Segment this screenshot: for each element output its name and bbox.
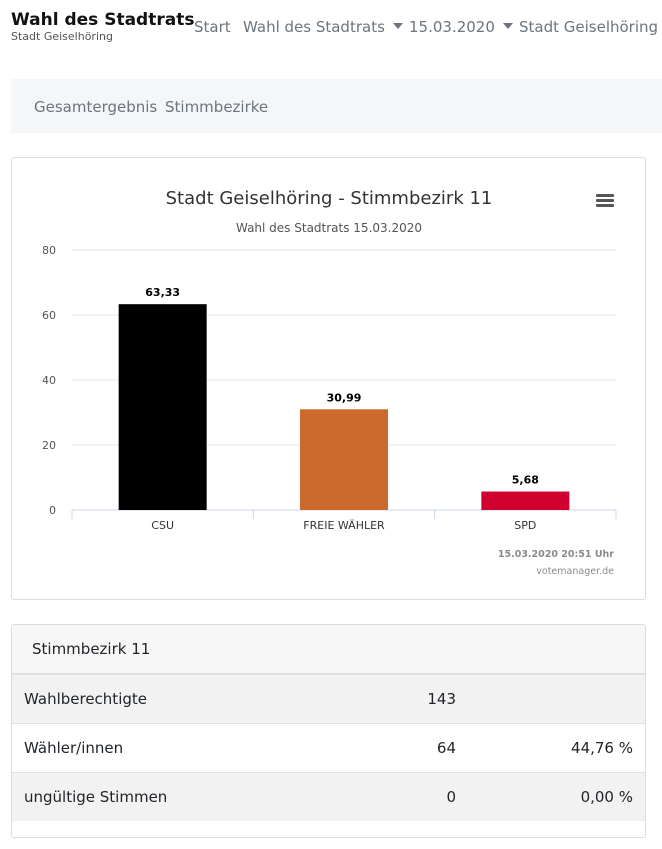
row-count: 64 <box>436 739 456 757</box>
row-percent: 44,76 % <box>571 739 633 757</box>
y-tick-label: 0 <box>49 504 56 517</box>
brand-title[interactable]: Wahl des Stadtrats <box>11 10 195 30</box>
top-navbar: Wahl des Stadtrats Stadt Geiselhöring St… <box>0 0 662 56</box>
row-label: ungültige Stimmen <box>24 788 168 806</box>
nav-date-label: 15.03.2020 <box>409 18 495 36</box>
table-row: Wähler/innen 64 44,76 % <box>12 723 645 772</box>
row-count: 143 <box>427 690 456 708</box>
data-label: 63,33 <box>145 286 180 299</box>
nav-start-link[interactable]: Start <box>194 17 231 37</box>
subnav-districts-link[interactable]: Stimmbezirke <box>165 98 269 116</box>
stats-card: Stimmbezirk 11 Wahlberechtigte 143 Wähle… <box>11 624 646 838</box>
credits-source[interactable]: votemanager.de <box>536 566 614 577</box>
caret-down-icon <box>392 23 403 29</box>
row-percent: 0,00 % <box>580 788 633 806</box>
sub-navigation: Gesamtergebnis Stimmbezirke <box>11 79 662 133</box>
nav-election-label: Wahl des Stadtrats <box>243 18 385 36</box>
y-tick-label: 20 <box>42 439 56 452</box>
chart-card: Stadt Geiselhöring - Stimmbezirk 11 Wahl… <box>11 157 646 600</box>
credits-time: 15.03.2020 20:51 Uhr <box>498 549 614 560</box>
nav-start-label: Start <box>194 18 231 36</box>
x-tick-label: CSU <box>151 519 174 532</box>
data-label: 30,99 <box>327 391 362 404</box>
bar-spd[interactable] <box>481 491 570 510</box>
y-tick-label: 40 <box>42 374 56 387</box>
nav-area-label: Stadt Geiselhöring <box>519 18 659 36</box>
bar-freie-w-hler[interactable] <box>300 409 388 510</box>
row-count: 0 <box>446 788 456 806</box>
subnav-total-link[interactable]: Gesamtergebnis <box>34 98 158 116</box>
y-tick-label: 60 <box>42 309 56 322</box>
bar-csu[interactable] <box>118 304 207 510</box>
caret-down-icon <box>502 23 513 29</box>
table-row: Wahlberechtigte 143 <box>12 674 645 723</box>
brand-subtitle: Stadt Geiselhöring <box>11 30 113 43</box>
stats-header: Stimmbezirk 11 <box>12 625 645 674</box>
row-label: Wähler/innen <box>24 739 124 757</box>
chart-title: Stadt Geiselhöring - Stimmbezirk 11 <box>166 188 493 209</box>
chart-menu-icon[interactable] <box>596 194 614 208</box>
row-label: Wahlberechtigte <box>24 690 147 708</box>
bar-chart: Stadt Geiselhöring - Stimmbezirk 11 Wahl… <box>42 188 617 577</box>
x-tick-label: SPD <box>514 519 536 532</box>
nav-election-dropdown[interactable]: Wahl des Stadtrats <box>243 17 403 37</box>
x-tick-label: FREIE WÄHLER <box>303 519 385 532</box>
table-row: ungültige Stimmen 0 0,00 % <box>12 772 645 821</box>
brand[interactable]: Wahl des Stadtrats Stadt Geiselhöring <box>11 10 194 43</box>
chart-subtitle: Wahl des Stadtrats 15.03.2020 <box>236 221 422 235</box>
data-label: 5,68 <box>512 474 539 487</box>
nav-date-dropdown[interactable]: 15.03.2020 <box>409 17 513 37</box>
nav-area-dropdown[interactable]: Stadt Geiselhöring <box>519 17 662 37</box>
y-tick-label: 80 <box>42 244 56 257</box>
